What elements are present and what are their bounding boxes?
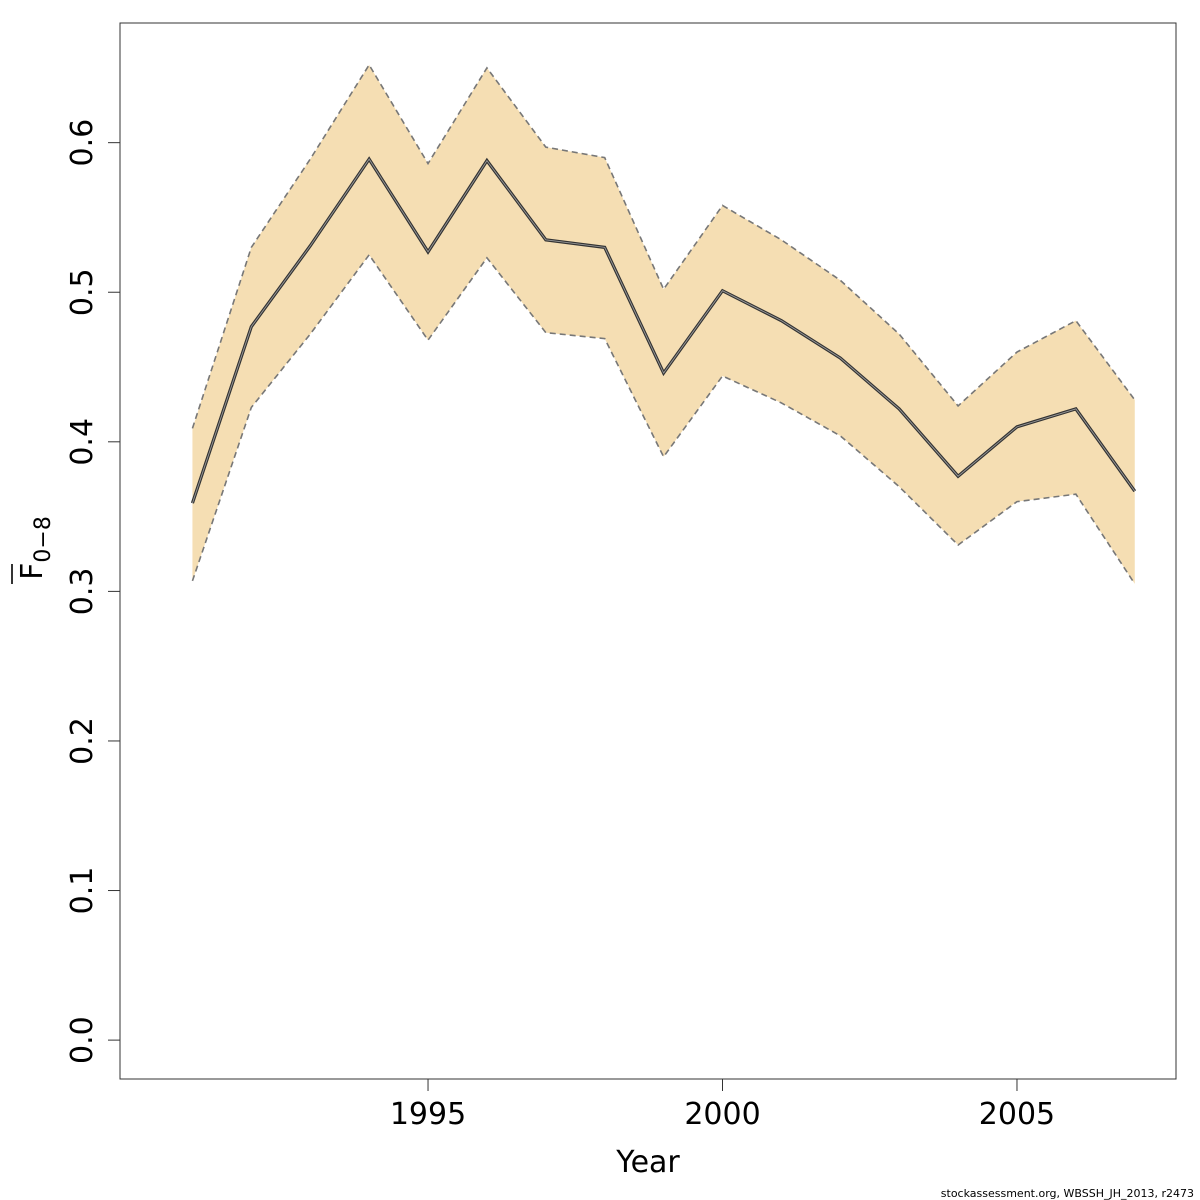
confidence-band-layer — [192, 64, 1135, 584]
plot-frame — [119, 22, 1177, 1080]
y-tick-label: 0.6 — [65, 119, 100, 167]
confidence-band — [192, 64, 1135, 584]
x-tick-label: 1995 — [390, 1097, 466, 1132]
footer-credit: stockassessment.org, WBSSH_JH_2013, r247… — [941, 1187, 1194, 1200]
x-axis: 1995 2000 2005 — [390, 1079, 1055, 1132]
x-tick-label: 2000 — [684, 1097, 760, 1132]
y-axis: 0.0 0.1 0.2 0.3 0.4 0.5 0.6 — [65, 119, 120, 1064]
y-tick-label: 0.3 — [65, 568, 100, 616]
estimate-line — [192, 158, 1136, 504]
y-axis-title: F0−8 — [11, 516, 56, 584]
svg-text:F0−8: F0−8 — [15, 516, 56, 580]
y-tick-label: 0.0 — [65, 1016, 100, 1064]
y-tick-label: 0.5 — [65, 268, 100, 316]
x-tick-label: 2005 — [979, 1097, 1055, 1132]
y-tick-label: 0.4 — [65, 418, 100, 466]
upper-bound-line — [191, 63, 1136, 429]
y-tick-label: 0.2 — [65, 717, 100, 765]
series-lines-layer — [190, 63, 1137, 585]
y-axis-title-main: F — [15, 563, 50, 580]
x-axis-title: Year — [615, 1145, 680, 1180]
lower-bound-line — [191, 253, 1136, 585]
y-tick-label: 0.1 — [65, 867, 100, 915]
y-axis-title-subscript: 0−8 — [31, 516, 56, 562]
